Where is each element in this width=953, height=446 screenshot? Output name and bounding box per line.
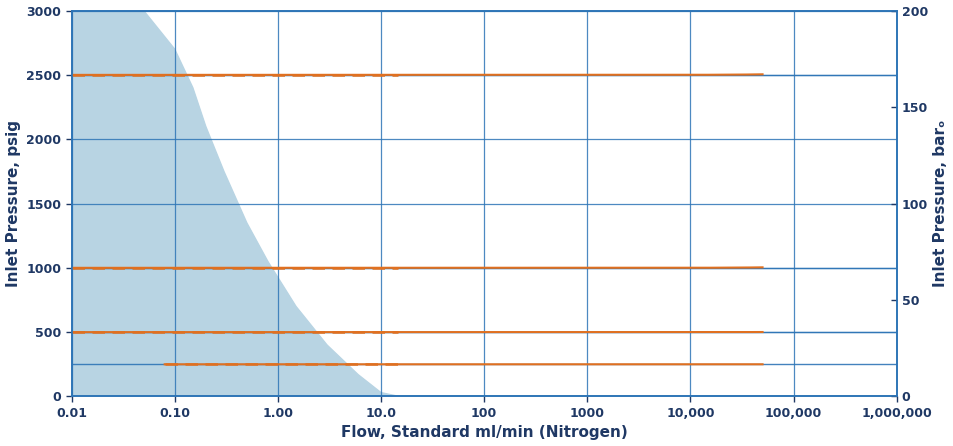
Polygon shape xyxy=(71,11,398,396)
Y-axis label: Inlet Pressure, barₒ: Inlet Pressure, barₒ xyxy=(932,120,947,287)
X-axis label: Flow, Standard ml/min (Nitrogen): Flow, Standard ml/min (Nitrogen) xyxy=(340,425,627,441)
Y-axis label: Inlet Pressure, psig: Inlet Pressure, psig xyxy=(6,120,21,287)
